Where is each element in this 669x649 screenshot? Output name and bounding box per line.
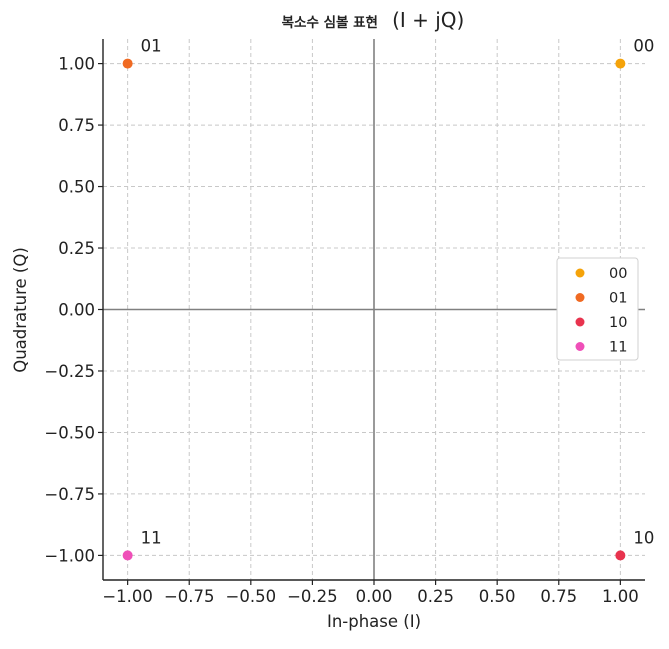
legend-marker-00 [575, 268, 585, 278]
y-tick-label: 0.50 [58, 178, 95, 197]
legend-marker-10 [575, 317, 585, 327]
x-tick-label: 0.25 [417, 587, 454, 606]
y-axis-ticks: 1.00 0.75 0.50 0.25 0.00 −0.25 −0.50 −0.75 −1.00 [44, 55, 103, 565]
x-tick-label: −0.25 [287, 587, 338, 606]
zero-axis-lines [103, 39, 645, 580]
x-tick-label: −0.75 [164, 587, 215, 606]
x-axis-ticks: −1.00 −0.75 −0.50 −0.25 0.00 0.25 0.50 0.75 1.00 [102, 580, 639, 606]
legend-entry-00: 00 [609, 266, 627, 282]
legend-entry-10: 10 [609, 315, 627, 331]
legend-marker-11 [575, 342, 585, 351]
x-tick-label: 0.75 [540, 587, 577, 606]
point-label-01: 01 [141, 37, 162, 56]
legend-entry-11: 11 [609, 340, 627, 356]
x-axis-label: In-phase (I) [327, 612, 421, 631]
legend-marker-01 [575, 293, 585, 302]
legend-entry-01: 01 [609, 291, 627, 307]
chart-title: 복소수 심볼 표현 (I + jQ) [282, 8, 465, 32]
y-tick-label: −0.50 [44, 423, 95, 442]
y-tick-label: −0.25 [44, 362, 95, 381]
data-point-01 [122, 58, 133, 69]
x-tick-label: 0.50 [479, 587, 516, 606]
point-labels: 00 01 10 11 [141, 37, 655, 548]
y-tick-label: 0.25 [58, 239, 95, 258]
y-tick-label: −1.00 [44, 546, 95, 565]
legend: 00 01 10 11 [556, 257, 639, 361]
x-tick-label: 0.00 [356, 587, 393, 606]
data-point-11 [122, 550, 133, 561]
chart-title-suffix: (I + jQ) [392, 8, 464, 32]
data-point-00 [615, 58, 626, 69]
chart-title-korean: 복소수 심볼 표현 [282, 15, 378, 31]
y-tick-label: −0.75 [44, 485, 95, 504]
data-points [122, 58, 626, 561]
x-tick-label: −0.50 [226, 587, 277, 606]
y-axis-label: Quadrature (Q) [11, 247, 30, 373]
point-label-00: 00 [633, 37, 654, 56]
x-tick-label: 1.00 [602, 587, 639, 606]
y-tick-label: 0.75 [58, 116, 95, 135]
data-point-10 [615, 550, 626, 561]
y-tick-label: 0.00 [58, 301, 95, 320]
legend-box [556, 257, 639, 361]
x-tick-label: −1.00 [102, 587, 153, 606]
point-label-10: 10 [633, 528, 654, 547]
point-label-11: 11 [141, 528, 162, 547]
y-tick-label: 1.00 [58, 55, 95, 74]
